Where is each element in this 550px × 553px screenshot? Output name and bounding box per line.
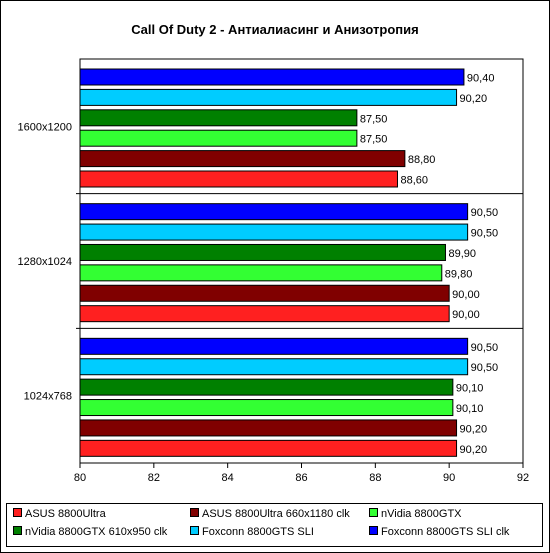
- legend-item: nVidia 8800GTX 610x950 clk: [13, 526, 167, 539]
- category-label: 1280x1024: [18, 256, 72, 268]
- bar: [79, 170, 398, 188]
- x-tick-label: 82: [148, 472, 160, 484]
- data-label: 87,50: [360, 134, 388, 146]
- data-label: 90,20: [460, 444, 488, 456]
- legend-swatch: [190, 526, 199, 535]
- data-label: 89,90: [448, 248, 476, 260]
- data-label: 90,50: [471, 342, 499, 354]
- bar: [79, 109, 358, 127]
- legend-swatch: [13, 526, 22, 535]
- bar: [79, 88, 458, 106]
- legend-swatch: [369, 526, 378, 535]
- x-tick-label: 90: [443, 472, 455, 484]
- bar: [79, 305, 450, 323]
- data-label: 90,40: [467, 73, 495, 85]
- legend-item: Foxconn 8800GTS SLI clk: [369, 526, 509, 539]
- data-label: 87,50: [360, 113, 388, 125]
- bar: [79, 378, 454, 396]
- category-label: 1600x1200: [18, 121, 72, 133]
- data-label: 90,20: [460, 423, 488, 435]
- category-label: 1024x768: [24, 391, 72, 403]
- data-label: 90,50: [471, 362, 499, 374]
- data-label: 90,50: [471, 228, 499, 240]
- legend: ASUS 8800Ultra ASUS 8800Ultra 660x1180 cl…: [6, 503, 543, 547]
- x-tick-label: 92: [517, 472, 529, 484]
- legend-swatch: [369, 508, 378, 517]
- bar: [79, 150, 406, 168]
- bar: [79, 68, 465, 86]
- data-label: 90,00: [452, 309, 480, 321]
- bar: [79, 419, 458, 437]
- bar: [79, 358, 469, 376]
- legend-item: ASUS 8800Ultra: [13, 508, 106, 521]
- data-label: 90,10: [456, 383, 484, 395]
- bar: [79, 439, 458, 457]
- legend-item: Foxconn 8800GTS SLI: [190, 526, 314, 539]
- bar: [79, 264, 443, 282]
- x-tick-label: 84: [222, 472, 234, 484]
- bar: [79, 243, 446, 261]
- bar: [79, 337, 469, 355]
- legend-swatch: [13, 508, 22, 517]
- data-label: 90,50: [471, 207, 499, 219]
- x-tick-label: 86: [295, 472, 307, 484]
- chart-title: Call Of Duty 2 - Антиалиасинг и Анизотро…: [131, 22, 418, 37]
- legend-label: Foxconn 8800GTS SLI: [202, 526, 314, 538]
- bar: [79, 129, 358, 147]
- data-label: 90,20: [460, 93, 488, 105]
- x-tick-label: 88: [369, 472, 381, 484]
- legend-label: ASUS 8800Ultra 660x1180 clk: [202, 508, 350, 520]
- data-label: 90,00: [452, 289, 480, 301]
- data-label: 88,60: [400, 175, 428, 187]
- data-label: 88,80: [408, 154, 436, 166]
- legend-item: nVidia 8800GTX: [369, 508, 462, 521]
- legend-label: nVidia 8800GTX: [381, 508, 462, 520]
- legend-label: ASUS 8800Ultra: [25, 508, 106, 520]
- legend-item: ASUS 8800Ultra 660x1180 clk: [190, 508, 350, 521]
- bar: [79, 223, 469, 241]
- bar: [79, 203, 469, 221]
- data-label: 90,10: [456, 403, 484, 415]
- legend-label: nVidia 8800GTX 610x950 clk: [25, 526, 168, 538]
- bar: [79, 399, 454, 417]
- plot-area: [79, 58, 524, 464]
- legend-swatch: [190, 508, 199, 517]
- x-tick-label: 80: [74, 472, 86, 484]
- bar: [79, 284, 450, 302]
- data-label: 89,80: [445, 268, 473, 280]
- legend-label: Foxconn 8800GTS SLI clk: [381, 526, 510, 538]
